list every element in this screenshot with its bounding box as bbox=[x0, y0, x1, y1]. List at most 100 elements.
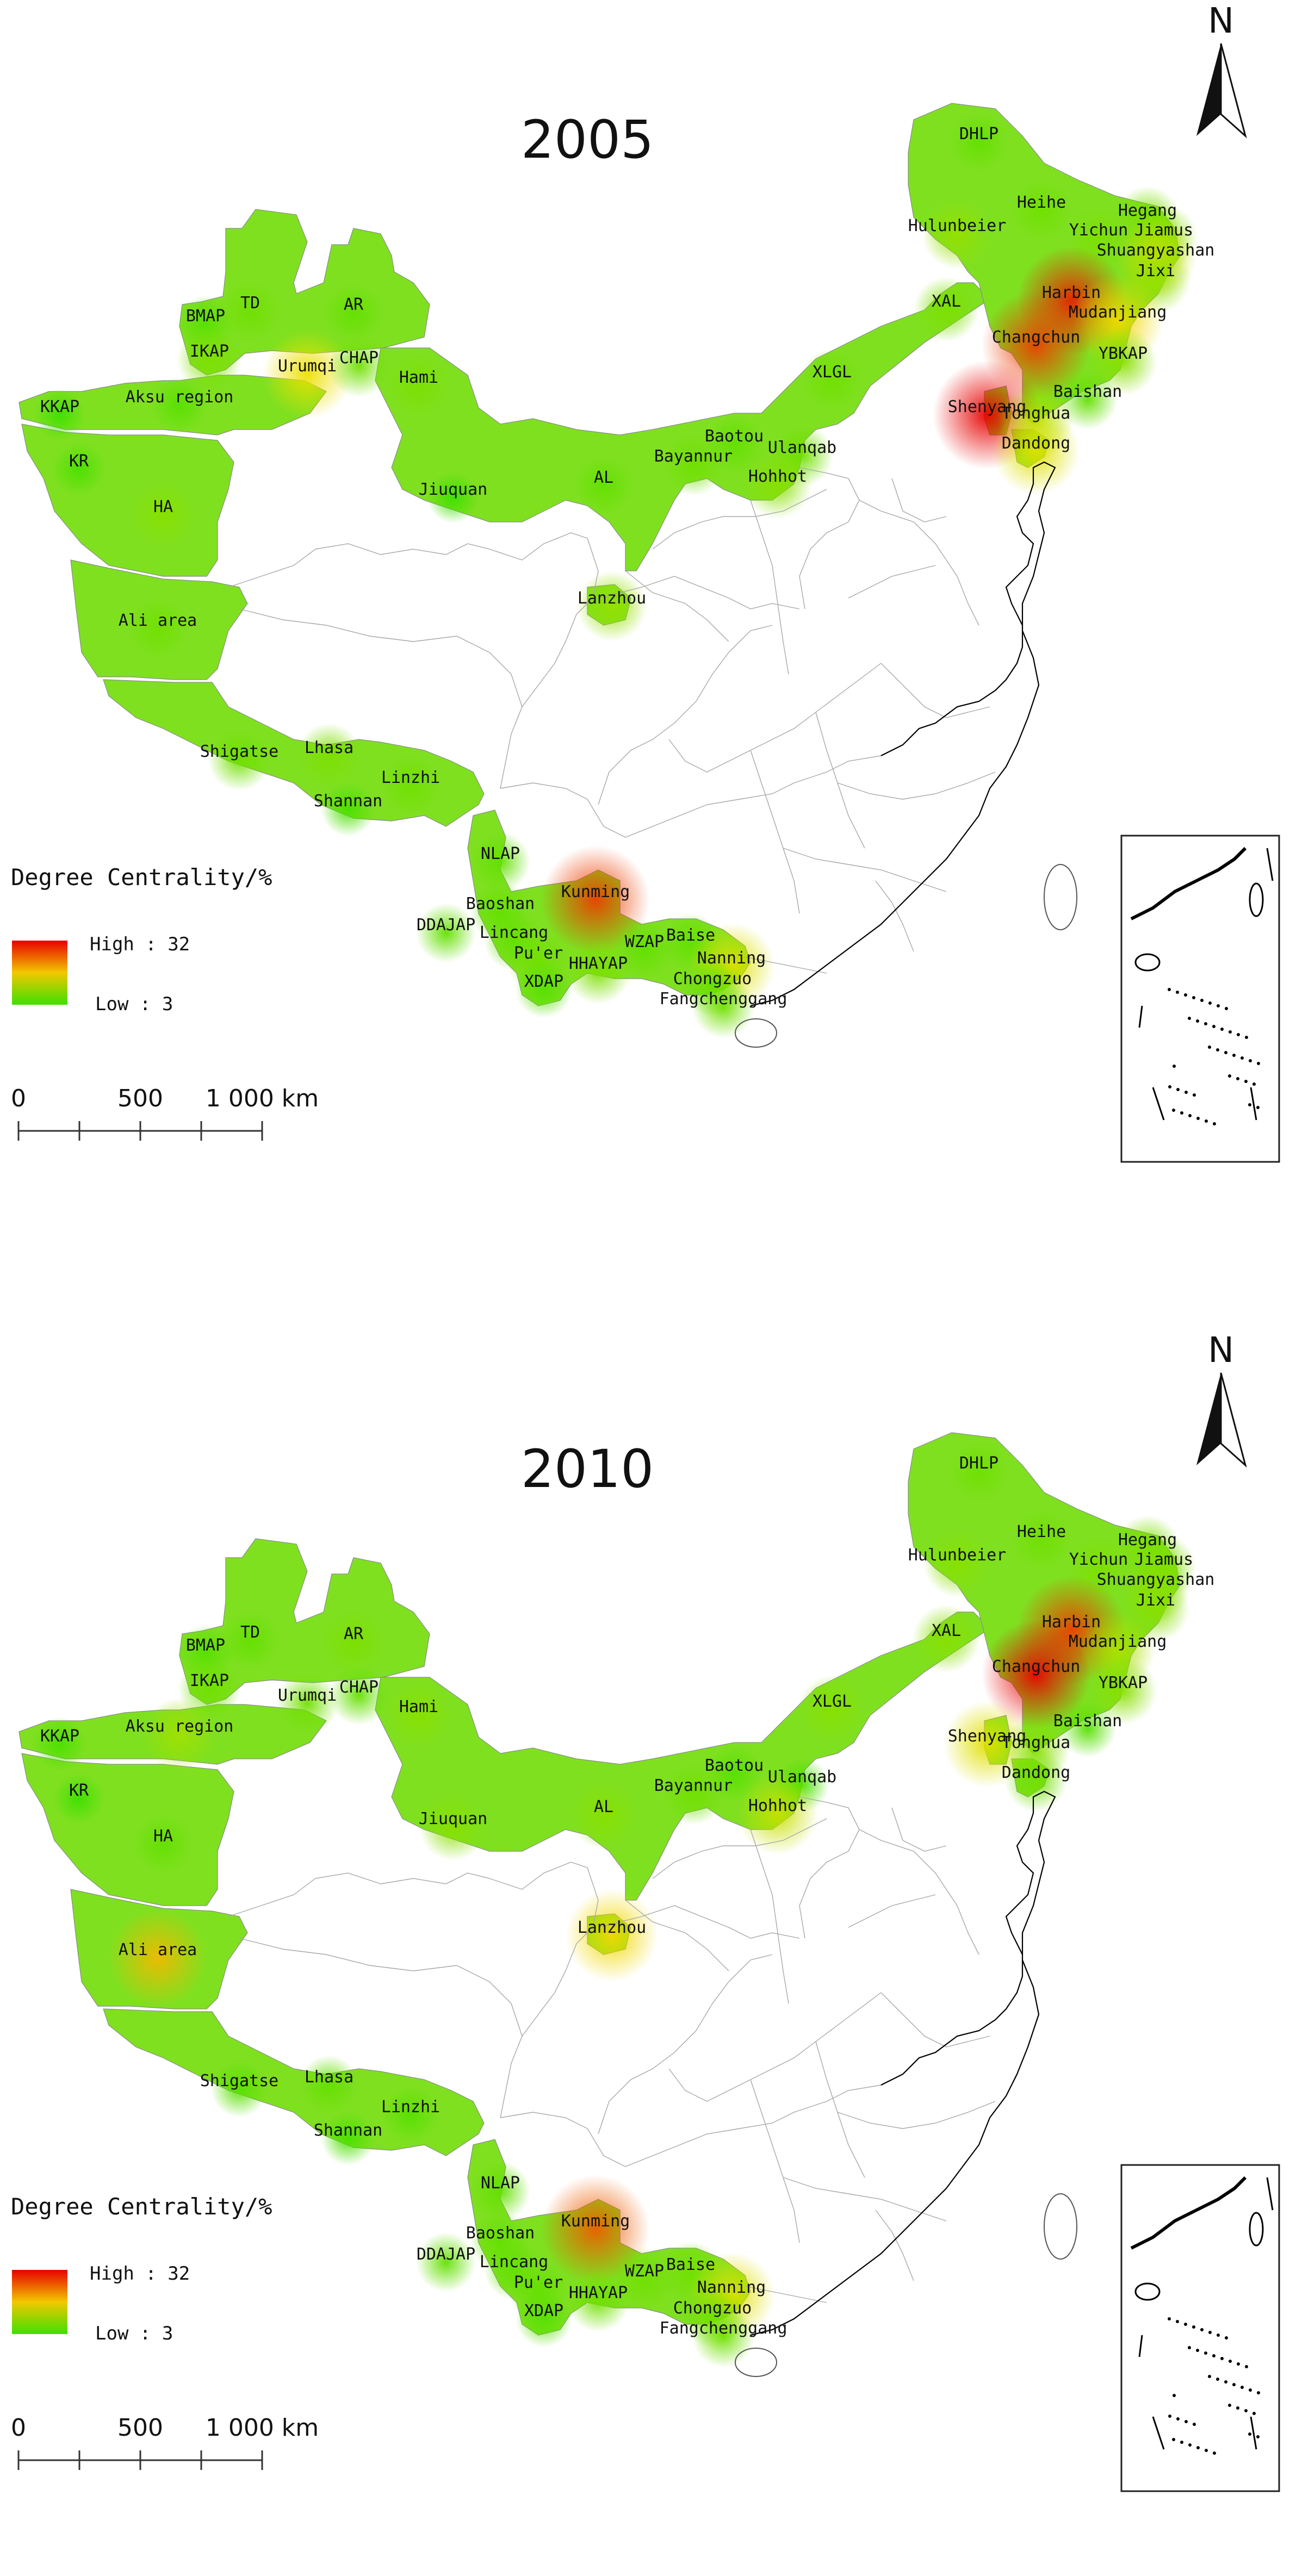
region-value-mark bbox=[386, 353, 451, 418]
region-value-mark bbox=[662, 1762, 725, 1825]
region-value-mark bbox=[569, 1781, 638, 1849]
region-value-mark bbox=[743, 450, 812, 519]
region-label: Hami bbox=[399, 1697, 438, 1716]
region-label: AL bbox=[594, 1797, 613, 1816]
region-value-mark bbox=[53, 1772, 105, 1825]
region-label: HHAYAP bbox=[569, 954, 628, 973]
region-value-mark bbox=[324, 283, 383, 343]
region-value-mark bbox=[1058, 370, 1118, 430]
region-label: Baishan bbox=[1053, 1712, 1122, 1731]
region-label: YBKAP bbox=[1099, 1673, 1148, 1693]
region-label: Changchun bbox=[992, 328, 1081, 347]
region-value-mark bbox=[219, 279, 282, 343]
legend: Degree Centrality/% High : 32 Low : 3 bbox=[11, 2193, 272, 2344]
region-label: KR bbox=[69, 1781, 89, 1800]
legend-title: Degree Centrality/% bbox=[11, 2193, 272, 2220]
region-value-mark bbox=[615, 920, 674, 980]
region-label: Changchun bbox=[992, 1657, 1081, 1676]
legend-ramp bbox=[12, 2270, 67, 2334]
legend-high: High : 32 bbox=[90, 934, 190, 955]
region-value-mark bbox=[129, 481, 197, 549]
region-value-mark bbox=[922, 198, 993, 269]
region-value-mark bbox=[210, 2060, 268, 2118]
region-label: Lincang bbox=[480, 923, 548, 942]
region-value-mark bbox=[912, 1604, 981, 1673]
region-value-mark bbox=[613, 2248, 676, 2311]
region-value-mark bbox=[982, 1620, 1090, 1729]
region-value-mark bbox=[914, 277, 979, 342]
region-value-mark bbox=[798, 1675, 866, 1744]
region-label: DDAJAP bbox=[417, 2245, 475, 2264]
region-value-mark bbox=[142, 1697, 216, 1771]
north-label: N bbox=[1208, 1, 1234, 41]
region-label: Fangchenggang bbox=[660, 2319, 787, 2338]
region-label: AR bbox=[344, 1625, 364, 1644]
region-value-mark bbox=[662, 433, 725, 496]
region-label: Urumqi bbox=[278, 1686, 337, 1705]
region-label: KKAP bbox=[40, 397, 79, 416]
region-label: Dandong bbox=[1002, 1763, 1070, 1782]
region-label: HHAYAP bbox=[569, 2283, 628, 2303]
taiwan-island bbox=[1044, 864, 1077, 930]
region-value-mark bbox=[416, 2232, 476, 2292]
region-label: Jiamus bbox=[1134, 221, 1193, 240]
north-label: N bbox=[1208, 1330, 1234, 1371]
region-value-mark bbox=[470, 832, 530, 892]
region-label: Kunming bbox=[561, 882, 630, 901]
region-value-mark bbox=[515, 2290, 573, 2348]
scale-label: 1 000 km bbox=[206, 2414, 319, 2442]
region-value-mark bbox=[133, 1814, 193, 1874]
scale-bar: 0 500 1 000 km bbox=[11, 2414, 319, 2470]
region-value-mark bbox=[321, 1609, 386, 1675]
region-label: Kunming bbox=[561, 2212, 630, 2231]
region-label: Chongzuo bbox=[673, 2299, 752, 2318]
region-value-mark bbox=[427, 471, 479, 524]
legend-high: High : 32 bbox=[90, 2263, 190, 2285]
coastline bbox=[750, 1790, 1056, 2336]
region-label: Baotou bbox=[705, 1756, 764, 1775]
region-label: Hohhot bbox=[748, 467, 807, 486]
region-value-mark bbox=[1010, 179, 1073, 242]
region-label: DDAJAP bbox=[417, 916, 475, 935]
region-value-mark bbox=[947, 1440, 1010, 1503]
region-value-mark bbox=[692, 2305, 755, 2368]
legend-ramp bbox=[12, 941, 67, 1005]
region-label: Shuangyashan bbox=[1097, 1570, 1215, 1589]
region-value-mark bbox=[299, 2055, 359, 2115]
region-value-mark bbox=[419, 1793, 487, 1861]
region-value-mark bbox=[692, 975, 755, 1038]
coastline bbox=[750, 461, 1056, 1007]
region-label: Bayannur bbox=[654, 447, 733, 466]
region-label: Jixi bbox=[1136, 262, 1175, 281]
region-label: Tonghua bbox=[1002, 404, 1070, 423]
centrality-surface bbox=[34, 112, 1198, 1038]
region-label: KKAP bbox=[40, 1727, 79, 1746]
region-label: Shannan bbox=[314, 792, 382, 811]
region-label: Baotou bbox=[705, 427, 764, 446]
region-value-mark bbox=[1059, 1700, 1117, 1758]
region-label: XAL bbox=[932, 292, 961, 311]
region-label: WZAP bbox=[625, 2262, 664, 2281]
region-label: Ali area bbox=[119, 1940, 197, 1959]
region-label: Baise bbox=[666, 926, 715, 945]
region-label: Lhasa bbox=[305, 2068, 353, 2087]
region-label: Nanning bbox=[697, 2278, 766, 2297]
region-label: IKAP bbox=[190, 342, 229, 361]
region-value-mark bbox=[382, 2086, 439, 2144]
region-value-mark bbox=[470, 2161, 530, 2221]
scale-label: 0 bbox=[11, 2414, 26, 2442]
map-panel-2005: DHLP Heihe Hegang Yichun Jiamus Shuangyashan J… bbox=[0, 0, 1290, 1247]
region-label: XLGL bbox=[813, 1692, 852, 1711]
region-label: XDAP bbox=[524, 972, 563, 991]
region-label: Fangchenggang bbox=[660, 990, 787, 1009]
region-label: Jixi bbox=[1136, 1591, 1175, 1610]
north-arrow-icon: N bbox=[1196, 1, 1247, 139]
hainan-island bbox=[735, 1018, 777, 1048]
region-value-mark bbox=[262, 329, 352, 419]
scale-label: 0 bbox=[11, 1085, 26, 1112]
region-label: Chongzuo bbox=[673, 969, 752, 988]
region-value-mark bbox=[801, 349, 864, 412]
region-label: Shenyang bbox=[948, 1727, 1027, 1746]
region-value-mark bbox=[541, 2175, 650, 2283]
